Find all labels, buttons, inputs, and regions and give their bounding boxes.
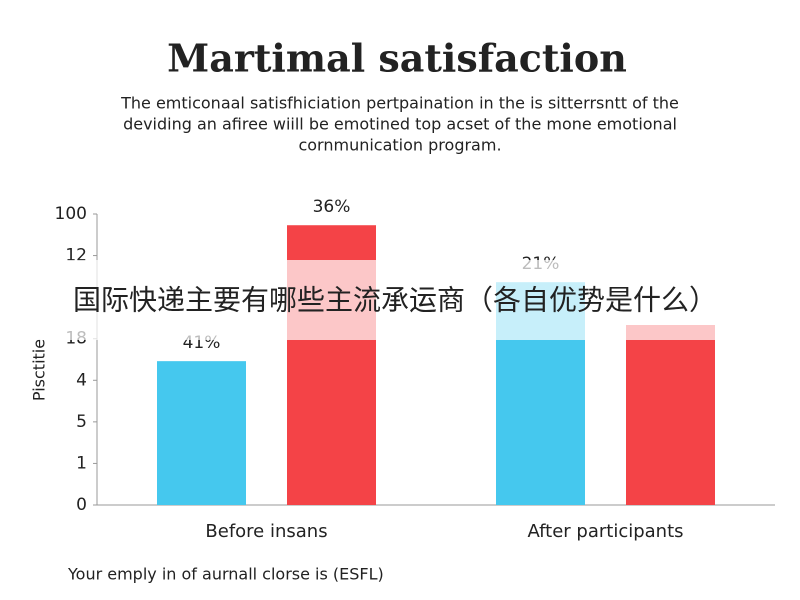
subtitle: The emticonaal satisfhiciation pertpaina… [120,94,679,113]
bar [157,361,246,505]
x-tick-label: After participants [527,521,683,542]
y-tick-label: 4 [76,370,87,390]
y-tick-label: 5 [76,412,87,432]
y-tick-label: 0 [76,495,87,515]
y-tick-label: 1 [76,453,87,473]
overlay-band [0,260,800,340]
footer: Your emply in of aurnall clorse is (ESFL… [67,565,384,584]
y-axis-label: Pisctitie [30,339,49,401]
subtitle: cornmunication program. [298,136,501,155]
chart-title: Martimal satisfaction [167,36,627,81]
overlay-text: 国际快递主要有哪些主流承运商（各自优势是什么） [73,284,717,315]
subtitle: deviding an afiree wiill be emotined top… [123,115,677,134]
y-tick-label: 100 [55,204,87,224]
bar [626,324,715,505]
x-tick-label: Before insans [205,521,327,542]
data-label: 36% [313,197,351,217]
